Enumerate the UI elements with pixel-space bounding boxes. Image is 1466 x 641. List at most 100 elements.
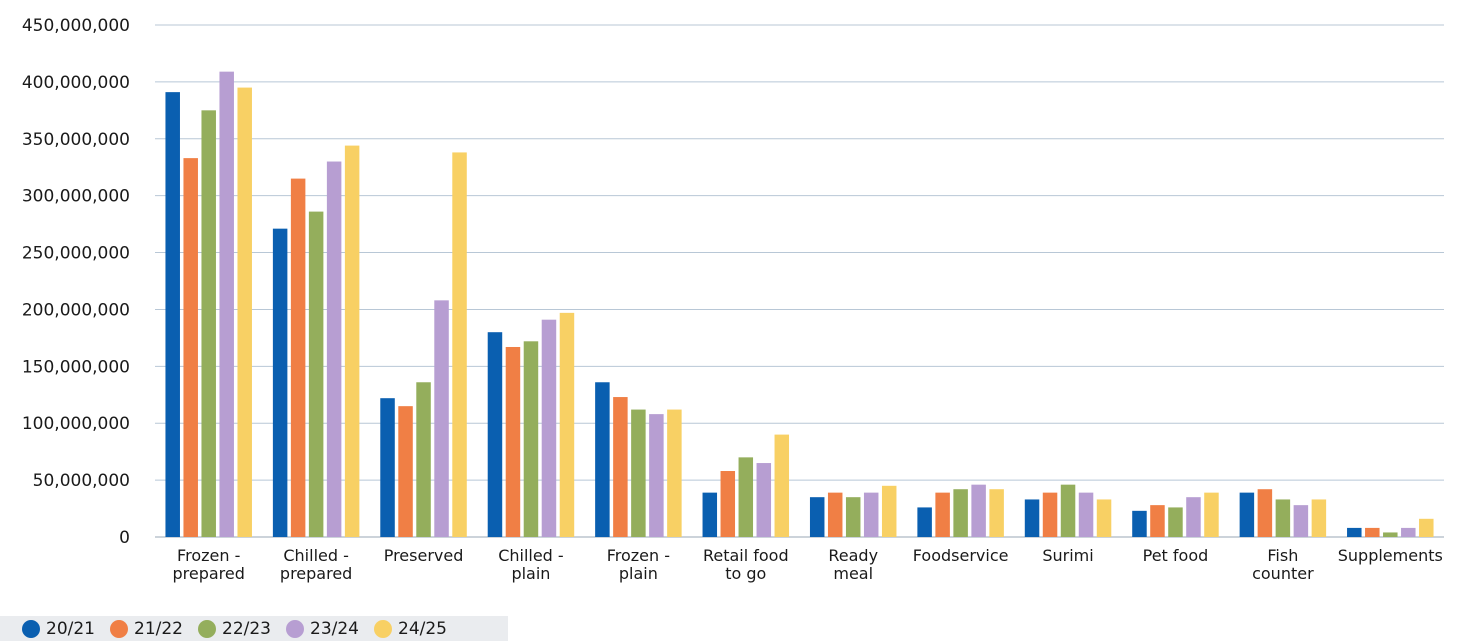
bar (1293, 505, 1309, 537)
legend-swatch (374, 619, 392, 638)
bar (953, 489, 968, 537)
bar (416, 382, 431, 537)
bar (290, 178, 306, 537)
bar (1060, 484, 1076, 537)
bar (1042, 492, 1058, 537)
legend-swatch (198, 619, 216, 638)
bar (165, 92, 180, 537)
bar (1311, 499, 1327, 537)
legend-label: 23/24 (310, 618, 359, 639)
bar (613, 397, 628, 537)
y-tick-label: 400,000,000 (22, 73, 130, 93)
bar (1275, 499, 1291, 537)
legend-label: 21/22 (134, 618, 183, 639)
bar (809, 497, 825, 537)
bar (398, 406, 413, 537)
bar (702, 492, 718, 537)
bar (1401, 527, 1416, 537)
bar (559, 312, 575, 537)
bar (1024, 499, 1040, 537)
bar (1204, 492, 1219, 537)
bar (1383, 532, 1398, 537)
bar (881, 485, 897, 537)
legend-item: 22/23 (198, 619, 271, 639)
legend-swatch (110, 619, 128, 638)
x-category-label: Retail food to go (703, 546, 789, 583)
legend-swatch (22, 619, 40, 638)
x-category-label: Frozen -plain (607, 546, 670, 583)
bar (774, 434, 790, 537)
bar (1150, 505, 1165, 537)
bar (1365, 527, 1380, 537)
legend-label: 20/21 (46, 618, 95, 639)
bar (272, 228, 288, 537)
y-tick-label: 250,000,000 (22, 244, 130, 264)
bar (344, 145, 360, 537)
bar (667, 409, 682, 537)
bar (219, 71, 234, 538)
x-category-label: Fish counter (1252, 546, 1314, 583)
bar (237, 87, 252, 537)
x-category-label: Chilled -plain (498, 546, 564, 583)
bar (1257, 489, 1273, 537)
bar (434, 300, 449, 537)
legend-item: 20/21 (22, 619, 95, 639)
bar (738, 457, 754, 537)
bar (1239, 492, 1255, 537)
x-category-label: Foodservice (913, 546, 1009, 565)
bar (487, 332, 503, 537)
legend-label: 22/23 (222, 618, 271, 639)
bar (523, 341, 539, 537)
bar (917, 507, 932, 537)
bar (326, 161, 342, 537)
y-tick-label: 0 (119, 528, 130, 548)
bar (1347, 527, 1362, 537)
bar (1419, 518, 1434, 537)
x-category-label: Frozen -prepared (172, 546, 244, 583)
y-tick-label: 150,000,000 (22, 357, 130, 377)
bar (1096, 499, 1112, 537)
bar (827, 492, 843, 537)
y-axis-ticks: 0 50,000,000 100,000,000 150,000,000 200,000… (22, 16, 130, 548)
legend-swatch (286, 619, 304, 638)
legend: 20/21 21/22 22/23 23/24 24/25 (0, 616, 508, 641)
x-category-label: Supplements (1338, 546, 1443, 565)
x-category-label: Surimi (1042, 546, 1093, 565)
bar (631, 409, 646, 537)
bar (380, 398, 395, 537)
bar (989, 489, 1004, 537)
bar (1186, 497, 1201, 537)
bar (649, 414, 664, 537)
bar (971, 484, 986, 537)
legend-item: 21/22 (110, 619, 183, 639)
y-tick-label: 100,000,000 (22, 414, 130, 434)
legend-item: 23/24 (286, 619, 359, 639)
y-tick-label: 200,000,000 (22, 300, 130, 320)
bar (935, 492, 950, 537)
x-category-label: Chilled -prepared (280, 546, 352, 583)
bar (183, 158, 198, 537)
bar (1078, 492, 1094, 537)
bar (595, 382, 610, 537)
y-tick-label: 50,000,000 (33, 471, 130, 491)
legend-item: 24/25 (374, 619, 447, 639)
bar-chart: 0 50,000,000 100,000,000 150,000,000 200,000… (22, 16, 1444, 583)
x-category-label: Pet food (1143, 546, 1209, 565)
bar (756, 463, 772, 537)
legend-label: 24/25 (398, 618, 447, 639)
bar (541, 319, 557, 537)
bar (505, 346, 521, 537)
bar (863, 492, 879, 537)
bar (1168, 507, 1183, 537)
gridlines (155, 24, 1444, 538)
bars (165, 71, 1434, 538)
bar (720, 471, 736, 537)
bar (845, 497, 861, 537)
bar (308, 211, 324, 537)
y-tick-label: 450,000,000 (22, 16, 130, 36)
x-axis-categories: Frozen -prepared Chilled -prepared Preserv… (172, 546, 1442, 583)
x-category-label: Preserved (384, 546, 464, 565)
y-tick-label: 350,000,000 (22, 130, 130, 150)
bar (452, 152, 467, 537)
bar (1132, 510, 1147, 537)
